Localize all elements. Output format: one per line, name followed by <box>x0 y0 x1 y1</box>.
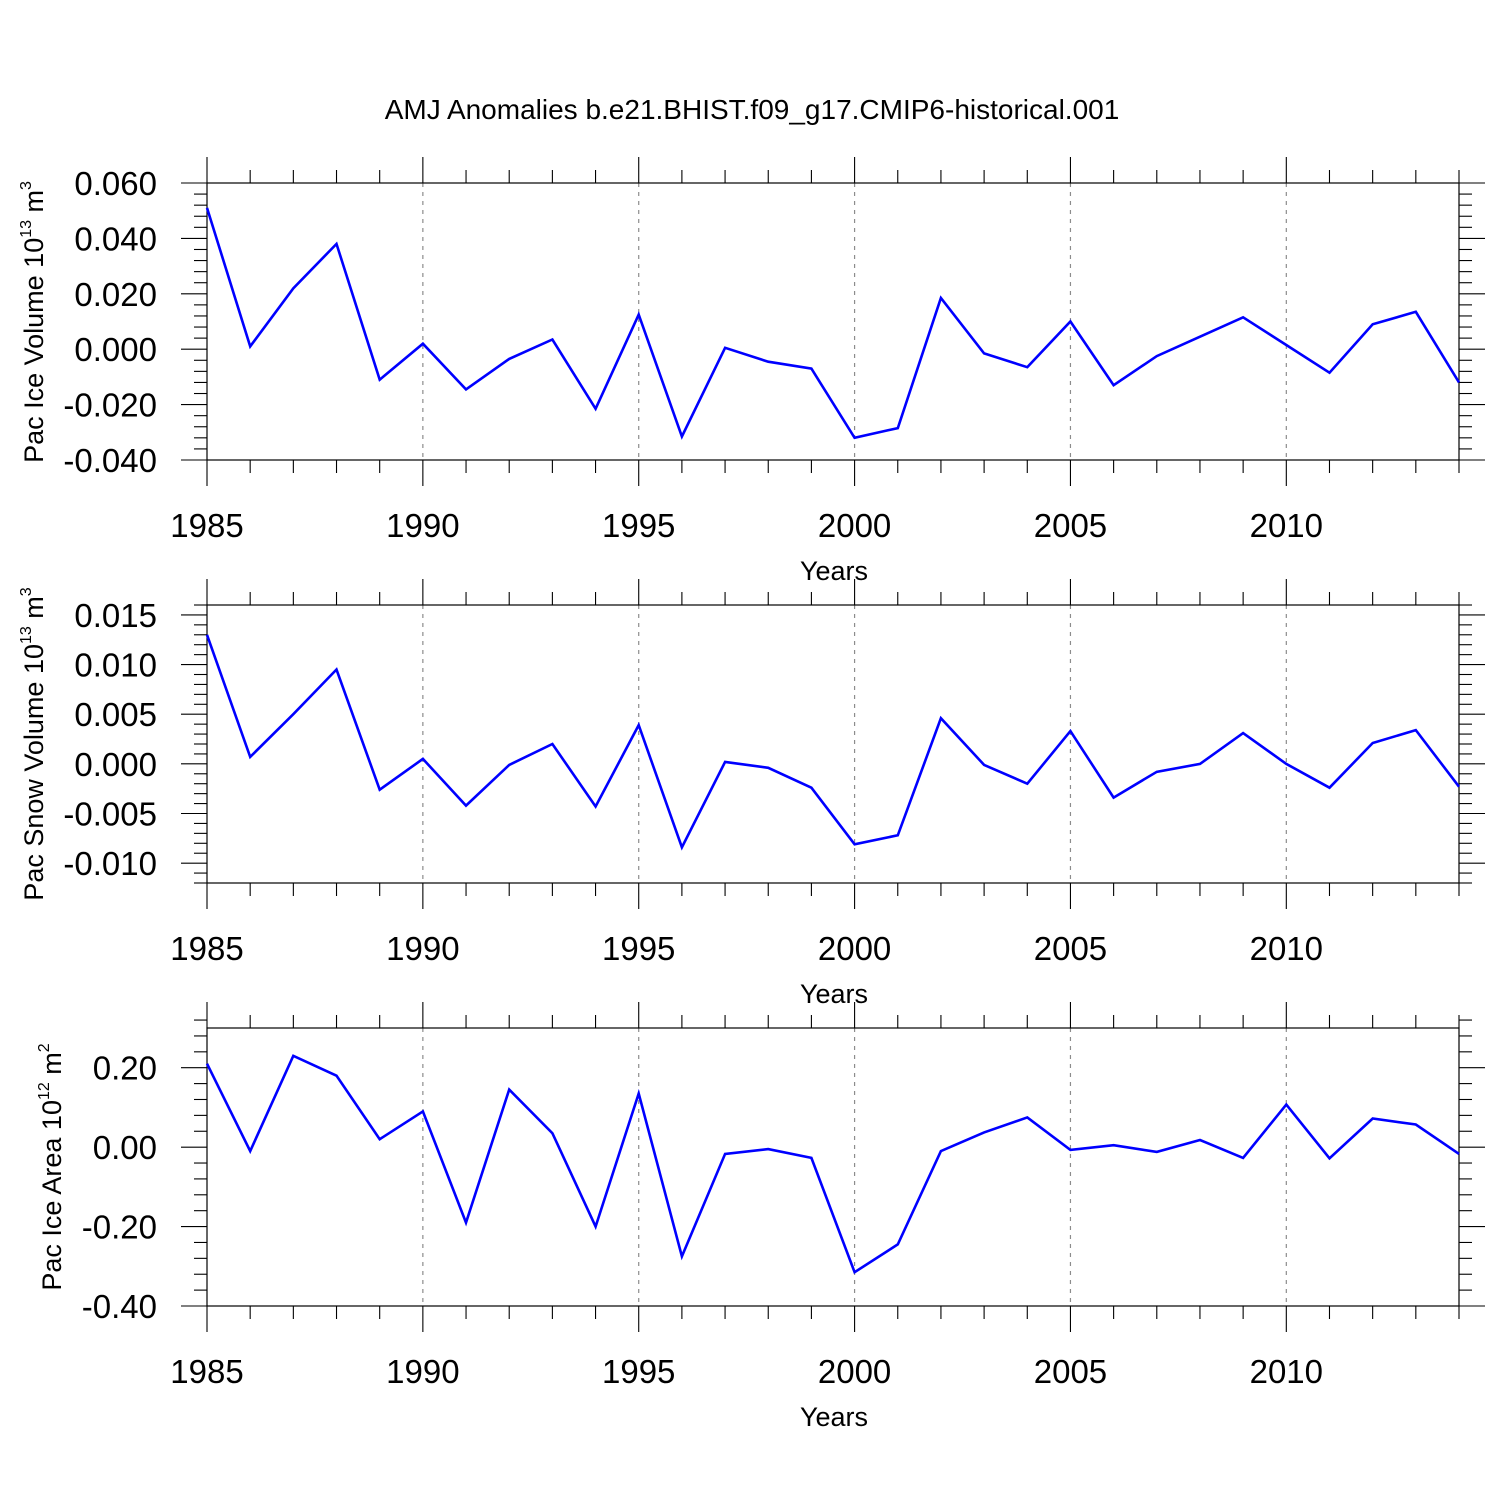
y-axis-title-part: Pac Ice Area 10 <box>37 1100 67 1291</box>
y-tick-label: -0.020 <box>63 387 157 424</box>
x-tick-label: 2000 <box>818 507 891 544</box>
y-tick-label: 0.20 <box>93 1050 157 1087</box>
x-tick-label: 1990 <box>386 1353 459 1390</box>
y-tick-label: 0.020 <box>74 276 157 313</box>
y-axis-title-superscript: 13 <box>18 626 35 644</box>
y-axis-title: Pac Ice Volume 1013 m3 <box>18 181 49 463</box>
y-tick-label: -0.40 <box>82 1288 157 1325</box>
plot-frame <box>206 604 1460 884</box>
x-tick-label: 2010 <box>1250 930 1323 967</box>
x-tick-label: 2005 <box>1034 930 1107 967</box>
y-tick-label: 0.015 <box>74 597 157 634</box>
figure-title: AMJ Anomalies b.e21.BHIST.f09_g17.CMIP6-… <box>385 94 1120 125</box>
y-axis-title: Pac Snow Volume 1013 m3 <box>18 587 49 900</box>
x-tick-label: 1995 <box>602 1353 675 1390</box>
x-axis-title: Years <box>800 556 868 586</box>
y-tick-label: -0.005 <box>63 796 157 833</box>
x-axis-title: Years <box>800 979 868 1009</box>
y-tick-label: 0.000 <box>74 331 157 368</box>
y-tick-label: -0.010 <box>63 845 157 882</box>
x-tick-label: 1990 <box>386 507 459 544</box>
y-tick-label: 0.000 <box>74 746 157 783</box>
panel-2: 1985 1990 1995 2000 2005 2010 Years -0.010 -0.00… <box>18 579 1485 1009</box>
x-tick-label: 1990 <box>386 930 459 967</box>
y-axis-title-superscript: 3 <box>18 587 35 596</box>
x-tick-label: 2005 <box>1034 507 1107 544</box>
y-axis-title-superscript: 13 <box>18 220 35 238</box>
y-axis-title-part: Pac Snow Volume 10 <box>19 644 49 901</box>
plot-frame <box>206 1027 1460 1307</box>
plot-frame <box>206 182 1460 461</box>
y-tick-label: 0.010 <box>74 647 157 684</box>
y-axis-title-part: m <box>37 1052 67 1082</box>
y-tick-label: 0.040 <box>74 220 157 257</box>
x-tick-label: 2000 <box>818 1353 891 1390</box>
x-axis-title: Years <box>800 1402 868 1432</box>
y-axis-title: Pac Ice Area 1012 m2 <box>36 1043 67 1290</box>
y-axis-title-part: Pac Ice Volume 10 <box>19 238 49 463</box>
x-tick-label: 1995 <box>602 507 675 544</box>
x-tick-label: 2000 <box>818 930 891 967</box>
series-line-pac-ice-volume <box>205 207 1461 440</box>
y-axis-title-part: m <box>19 596 49 626</box>
x-tick-label: 1985 <box>170 507 243 544</box>
x-tick-label: 2010 <box>1250 507 1323 544</box>
x-tick-label: 2010 <box>1250 1353 1323 1390</box>
y-tick-label: -0.20 <box>82 1209 157 1246</box>
x-tick-label: 2005 <box>1034 1353 1107 1390</box>
series-line-pac-ice-area <box>205 1054 1460 1275</box>
y-tick-label: 0.00 <box>93 1129 157 1166</box>
y-tick-label: -0.040 <box>63 442 157 479</box>
series-line-pac-snow-volume <box>205 634 1461 851</box>
panel-3: 1985 1990 1995 2000 2005 2010 Years -0.40 -0.20 0… <box>36 1002 1485 1432</box>
y-axis-title-superscript: 12 <box>36 1082 53 1100</box>
y-tick-label: 0.005 <box>74 696 157 733</box>
x-tick-label: 1985 <box>170 930 243 967</box>
panel-1: 1985 1990 1995 2000 2005 2010 Years -0.040 -0.02… <box>18 157 1485 586</box>
x-tick-label: 1985 <box>170 1353 243 1390</box>
y-axis-title-superscript: 2 <box>36 1043 53 1052</box>
y-axis-title-part: m <box>19 190 49 220</box>
y-axis-title-superscript: 3 <box>18 181 35 190</box>
x-tick-label: 1995 <box>602 930 675 967</box>
y-tick-label: 0.060 <box>74 165 157 202</box>
